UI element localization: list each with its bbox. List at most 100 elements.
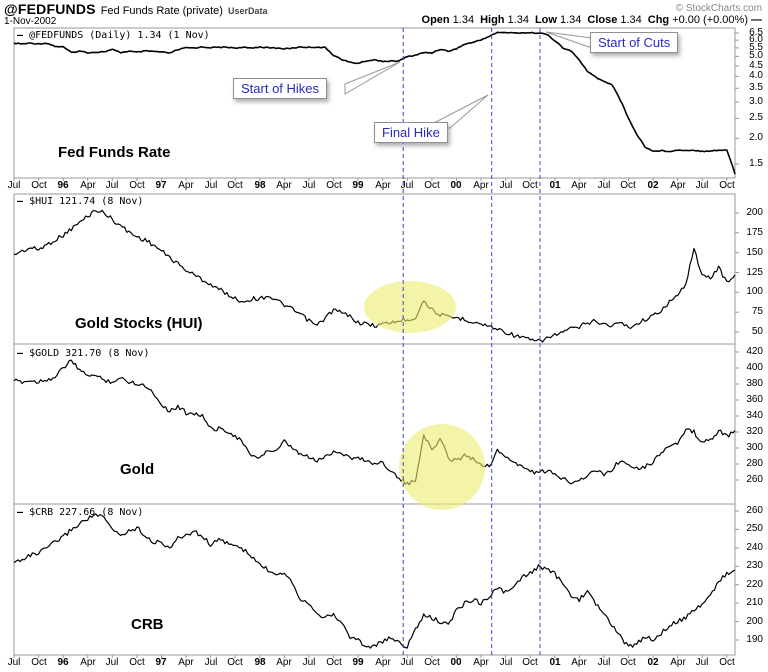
fed-panel-border bbox=[13, 27, 736, 179]
symbol-name: Fed Funds Rate (private) bbox=[100, 5, 223, 17]
x-axis-tick-label: 99 bbox=[352, 657, 364, 668]
x-axis-tick-label: Jul bbox=[302, 180, 316, 191]
x-axis-tick-label: Oct bbox=[129, 180, 145, 191]
fed-y-tick-label: 2.0 bbox=[749, 132, 763, 143]
x-axis-tick-label: Jul bbox=[105, 180, 119, 191]
fed-y-tick-label: 3.0 bbox=[749, 96, 763, 107]
fed-y-tick-label: 1.5 bbox=[749, 158, 763, 169]
x-axis-tick-label: Oct bbox=[620, 180, 636, 191]
hui-y-tick-label: 50 bbox=[751, 326, 763, 337]
x-axis-tick-label: Apr bbox=[80, 180, 96, 191]
x-axis-tick-label: Apr bbox=[276, 657, 292, 668]
gold-y-tick-label: 400 bbox=[746, 362, 763, 373]
x-axis-tick-label: Jul bbox=[499, 180, 513, 191]
x-axis-tick-label: Oct bbox=[620, 657, 636, 668]
open-value: 1.34 bbox=[452, 14, 475, 26]
hui-y-tick-label: 175 bbox=[746, 227, 763, 238]
x-axis-tick-label: Jul bbox=[695, 180, 709, 191]
x-axis-tick-label: Oct bbox=[31, 657, 47, 668]
hui-y-tick-label: 150 bbox=[746, 247, 763, 258]
x-axis-tick-label: Oct bbox=[326, 657, 342, 668]
open-label: Open bbox=[421, 14, 450, 26]
callout-start-of-hikes: Start of Hikes bbox=[233, 78, 328, 99]
gold-panel-title: Gold bbox=[120, 461, 155, 478]
fed-y-tick-label: 5.0 bbox=[749, 50, 763, 61]
x-axis-tick-label: Apr bbox=[571, 657, 587, 668]
x-axis-tick-label: Apr bbox=[178, 180, 194, 191]
x-axis-tick-label: Jul bbox=[204, 180, 218, 191]
gold-y-tick-label: 340 bbox=[746, 410, 763, 421]
gold-panel-border bbox=[13, 343, 736, 505]
callout-tail bbox=[344, 61, 401, 95]
x-axis-tick-label: Oct bbox=[326, 180, 342, 191]
gold-y-tick-label: 320 bbox=[746, 426, 763, 437]
low-value: 1.34 bbox=[559, 14, 582, 26]
x-axis-tick-label: Oct bbox=[522, 657, 538, 668]
gold-y-tick-label: 280 bbox=[746, 458, 763, 469]
hui-y-tick-label: 75 bbox=[751, 306, 763, 317]
fed-y-tick-label: 4.5 bbox=[749, 60, 763, 71]
hui-series-line bbox=[13, 209, 736, 343]
crb-panel-title: CRB bbox=[131, 616, 164, 633]
x-axis-tick-label: 99 bbox=[352, 180, 364, 191]
hui-y-tick-label: 200 bbox=[746, 207, 763, 218]
x-axis-tick-label: Apr bbox=[670, 657, 686, 668]
crb-y-tick-label: 260 bbox=[746, 505, 763, 516]
x-axis-tick-label: Apr bbox=[276, 180, 292, 191]
fed-legend-text: @FEDFUNDS (Daily) 1.34 (1 Nov) bbox=[29, 30, 210, 41]
x-axis-tick-label: Oct bbox=[424, 180, 440, 191]
x-axis-tick-label: Oct bbox=[129, 657, 145, 668]
hui-legend-text: $HUI 121.74 (8 Nov) bbox=[29, 196, 144, 207]
line-swatch-icon: — bbox=[17, 196, 24, 207]
fed-legend: — @FEDFUNDS (Daily) 1.34 (1 Nov) bbox=[17, 30, 210, 41]
fed-y-tick-label: 6.5 bbox=[749, 27, 763, 38]
crb-y-tick-label: 230 bbox=[746, 560, 763, 571]
close-value: 1.34 bbox=[620, 14, 642, 26]
x-axis-tick-label: 02 bbox=[647, 657, 659, 668]
gold-y-tick-label: 420 bbox=[746, 346, 763, 357]
crb-legend-text: $CRB 227.66 (8 Nov) bbox=[29, 507, 144, 518]
x-axis-tick-label: Apr bbox=[178, 657, 194, 668]
crb-y-tick-label: 190 bbox=[746, 634, 763, 645]
fed-y-tick-label: 6.0 bbox=[749, 34, 763, 45]
x-axis-tick-label: 97 bbox=[155, 180, 167, 191]
x-axis-tick-label: Oct bbox=[522, 180, 538, 191]
crb-y-tick-label: 200 bbox=[746, 616, 763, 627]
chart-header: @FEDFUNDS Fed Funds Rate (private) UserDat… bbox=[4, 1, 268, 19]
x-axis-tick-label: Oct bbox=[227, 180, 243, 191]
high-label: High bbox=[480, 14, 505, 26]
fed-y-tick-label: 4.0 bbox=[749, 70, 763, 81]
fed-y-tick-label: 3.5 bbox=[749, 82, 763, 93]
x-axis-tick-label: Jul bbox=[400, 180, 414, 191]
gold-y-tick-label: 380 bbox=[746, 378, 763, 389]
crb-y-tick-label: 220 bbox=[746, 579, 763, 590]
quote-summary: Open 1.34 High 1.34 Low 1.34 Close 1.34 Chg +0.00… bbox=[416, 14, 762, 26]
x-axis-tick-label: Apr bbox=[473, 657, 489, 668]
x-axis-tick-label: 97 bbox=[155, 657, 167, 668]
hui-highlight-ellipse bbox=[364, 281, 456, 333]
crb-panel-border bbox=[13, 503, 736, 656]
x-axis-tick-label: Oct bbox=[31, 180, 47, 191]
callout-final-hike: Final Hike bbox=[374, 122, 448, 143]
symbol: @FEDFUNDS bbox=[4, 1, 96, 17]
x-axis-tick-label: Jul bbox=[695, 657, 709, 668]
x-axis-tick-label: 01 bbox=[549, 657, 561, 668]
close-label: Close bbox=[587, 14, 618, 26]
hui-legend: — $HUI 121.74 (8 Nov) bbox=[17, 196, 143, 207]
gold-legend: — $GOLD 321.70 (8 Nov) bbox=[17, 348, 149, 359]
x-axis-tick-label: 98 bbox=[254, 657, 266, 668]
crb-series-line bbox=[13, 513, 736, 649]
x-axis-tick-label: Apr bbox=[670, 180, 686, 191]
line-swatch-icon: — bbox=[17, 507, 24, 518]
x-axis-tick-label: Apr bbox=[80, 657, 96, 668]
x-axis-tick-label: Apr bbox=[571, 180, 587, 191]
fed-series-line bbox=[13, 31, 736, 175]
x-axis-tick-label: Jul bbox=[499, 657, 513, 668]
crb-y-tick-label: 250 bbox=[746, 523, 763, 534]
x-axis-tick-label: Apr bbox=[375, 657, 391, 668]
gold-highlight-circle bbox=[399, 424, 485, 510]
x-axis-tick-label: Apr bbox=[375, 180, 391, 191]
x-axis-tick-label: 01 bbox=[549, 180, 561, 191]
x-axis-tick-label: Jul bbox=[597, 180, 611, 191]
